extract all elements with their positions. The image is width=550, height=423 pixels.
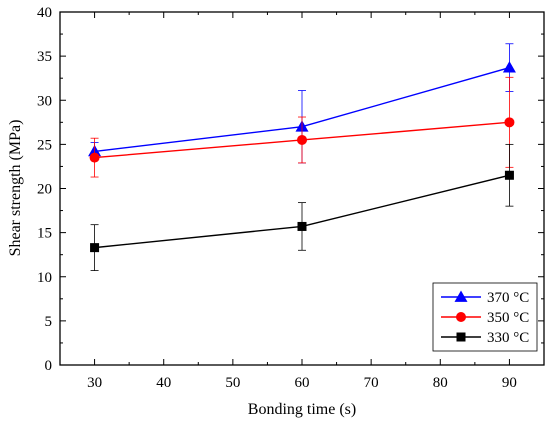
series-layer: [88, 43, 516, 271]
legend-marker: [456, 312, 466, 322]
legend-entry: 330 °C: [441, 330, 529, 346]
axis-ticks: 30 40 50 60 70 80 90 0 5 10 15 20 25 30 35 40: [37, 5, 544, 391]
x-tick-label: 80: [433, 375, 448, 391]
data-point: [90, 243, 100, 253]
legend-entry: 350 °C: [441, 310, 529, 326]
series-1: [89, 76, 515, 178]
y-tick-label: 30: [37, 93, 52, 109]
legend-marker: [456, 332, 466, 342]
data-point: [502, 61, 516, 73]
data-point: [297, 221, 307, 231]
x-tick-label: 50: [225, 375, 240, 391]
y-tick-label: 35: [37, 49, 52, 65]
y-axis-title: Shear strength (MPa): [7, 120, 24, 257]
x-tick-label: 30: [87, 375, 102, 391]
x-tick-label: 60: [295, 375, 310, 391]
legend: 370 °C 350 °C 330 °C: [432, 282, 538, 352]
legend-marker: [454, 290, 468, 302]
y-tick-label: 10: [37, 270, 52, 286]
y-tick-label: 15: [37, 226, 52, 242]
legend-entry: 370 °C: [441, 290, 529, 306]
y-tick-label: 5: [45, 314, 53, 330]
y-tick-label: 0: [45, 358, 53, 374]
y-tick-label: 25: [37, 137, 52, 153]
legend-label: 330 °C: [487, 330, 529, 346]
x-tick-label: 90: [502, 375, 517, 391]
y-tick-label: 20: [37, 182, 52, 198]
data-point: [504, 117, 515, 128]
data-point: [89, 152, 100, 163]
series-2: [90, 143, 514, 271]
data-point: [504, 170, 514, 180]
x-axis-title: Bonding time (s): [248, 401, 356, 418]
x-tick-label: 40: [156, 375, 171, 391]
legend-label: 370 °C: [487, 290, 529, 306]
legend-label: 350 °C: [487, 310, 529, 326]
data-point: [297, 134, 307, 145]
y-tick-label: 40: [37, 5, 52, 21]
x-tick-label: 70: [364, 375, 379, 391]
